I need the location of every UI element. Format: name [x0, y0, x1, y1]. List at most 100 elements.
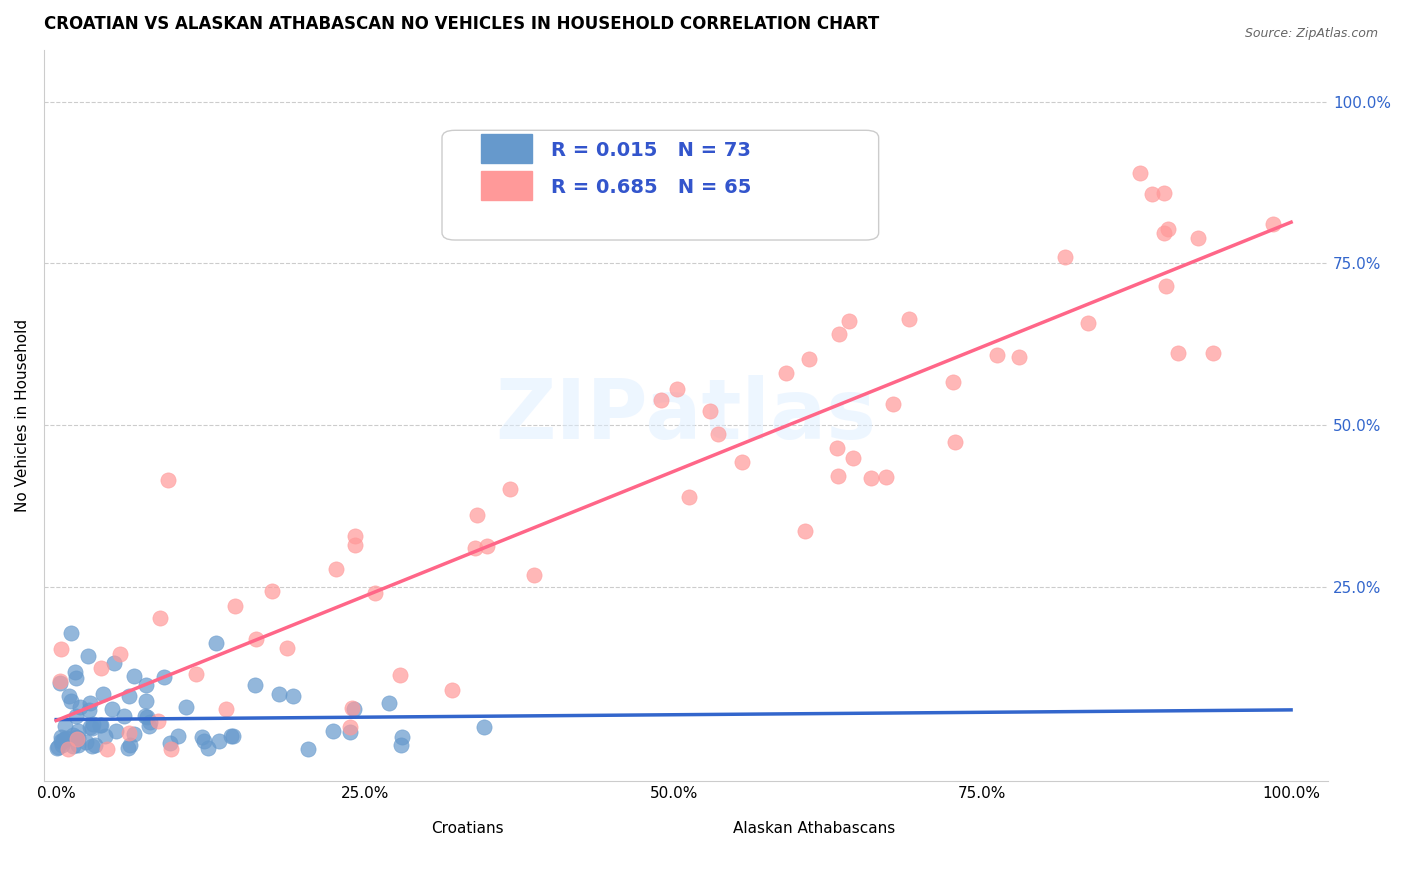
FancyBboxPatch shape [441, 130, 879, 240]
Point [108, 647, 131, 661]
Point [986, 348, 1008, 362]
Point [156, 473, 179, 487]
Point [325, 561, 347, 575]
Point [678, 490, 700, 504]
Point [60, 694, 83, 708]
Point [49, 642, 72, 657]
Point [389, 738, 412, 752]
Point [76, 649, 98, 664]
Point [82, 739, 104, 754]
Point [340, 700, 363, 714]
Point [339, 724, 361, 739]
Point [124, 668, 146, 682]
Point [342, 702, 364, 716]
Point [90, 661, 112, 675]
Point [222, 729, 245, 743]
Point [167, 729, 190, 743]
Point [118, 689, 141, 703]
Point [860, 471, 883, 485]
Point [364, 586, 387, 600]
Point [1154, 279, 1177, 293]
Point [205, 636, 228, 650]
Point [389, 668, 412, 682]
Point [219, 729, 242, 743]
Point [1140, 186, 1163, 201]
Point [283, 690, 305, 704]
Point [467, 508, 489, 523]
Point [224, 599, 246, 613]
Point [79, 696, 101, 710]
Point [52, 732, 75, 747]
Point [339, 720, 361, 734]
Point [136, 710, 159, 724]
Text: Croatians: Croatians [432, 821, 503, 836]
Point [499, 482, 522, 496]
Point [707, 427, 730, 442]
Point [135, 678, 157, 692]
Point [208, 733, 231, 747]
Point [152, 670, 174, 684]
Point [942, 375, 965, 389]
Point [797, 351, 820, 366]
Point [1129, 166, 1152, 180]
Point [149, 611, 172, 625]
Point [474, 720, 496, 734]
Point [122, 727, 145, 741]
Point [441, 682, 464, 697]
Point [134, 709, 156, 723]
Point [243, 677, 266, 691]
Text: R = 0.015   N = 73: R = 0.015 N = 73 [551, 141, 751, 161]
Point [80, 721, 103, 735]
Point [58, 689, 80, 703]
Point [65, 730, 87, 744]
Point [197, 741, 219, 756]
Point [46, 739, 69, 754]
Point [775, 366, 797, 380]
Point [1054, 250, 1077, 264]
Point [378, 697, 401, 711]
Point [827, 468, 849, 483]
Point [343, 529, 366, 543]
Point [62, 728, 84, 742]
Point [75, 735, 97, 749]
Text: R = 0.685   N = 65: R = 0.685 N = 65 [551, 178, 752, 197]
Point [66, 724, 89, 739]
Point [1008, 350, 1031, 364]
Point [60, 626, 83, 640]
Point [276, 641, 298, 656]
Point [89, 718, 111, 732]
Bar [481, 134, 531, 163]
Point [842, 450, 865, 465]
Point [56, 742, 79, 756]
Point [94, 729, 117, 743]
Point [63, 665, 86, 679]
Point [159, 736, 181, 750]
Point [827, 327, 849, 342]
Point [1202, 346, 1225, 360]
Point [49, 674, 72, 689]
Point [1153, 186, 1175, 200]
Point [477, 540, 499, 554]
Text: CROATIAN VS ALASKAN ATHABASCAN NO VEHICLES IN HOUSEHOLD CORRELATION CHART: CROATIAN VS ALASKAN ATHABASCAN NO VEHICL… [44, 15, 879, 33]
Point [67, 731, 90, 745]
Point [65, 671, 87, 685]
Text: ZIPatlas: ZIPatlas [495, 375, 876, 456]
Point [825, 441, 848, 455]
Point [52, 732, 75, 747]
Point [90, 718, 112, 732]
Point [146, 714, 169, 728]
Point [48, 675, 70, 690]
Y-axis label: No Vehicles in Household: No Vehicles in Household [15, 319, 30, 512]
Point [138, 719, 160, 733]
Point [96, 742, 118, 756]
Point [1077, 316, 1099, 330]
Point [731, 455, 754, 469]
Point [65, 709, 87, 723]
Bar [384, 823, 423, 842]
Point [665, 382, 688, 396]
Point [176, 699, 198, 714]
Point [391, 730, 413, 744]
Point [69, 699, 91, 714]
Point [135, 694, 157, 708]
Point [55, 731, 77, 745]
